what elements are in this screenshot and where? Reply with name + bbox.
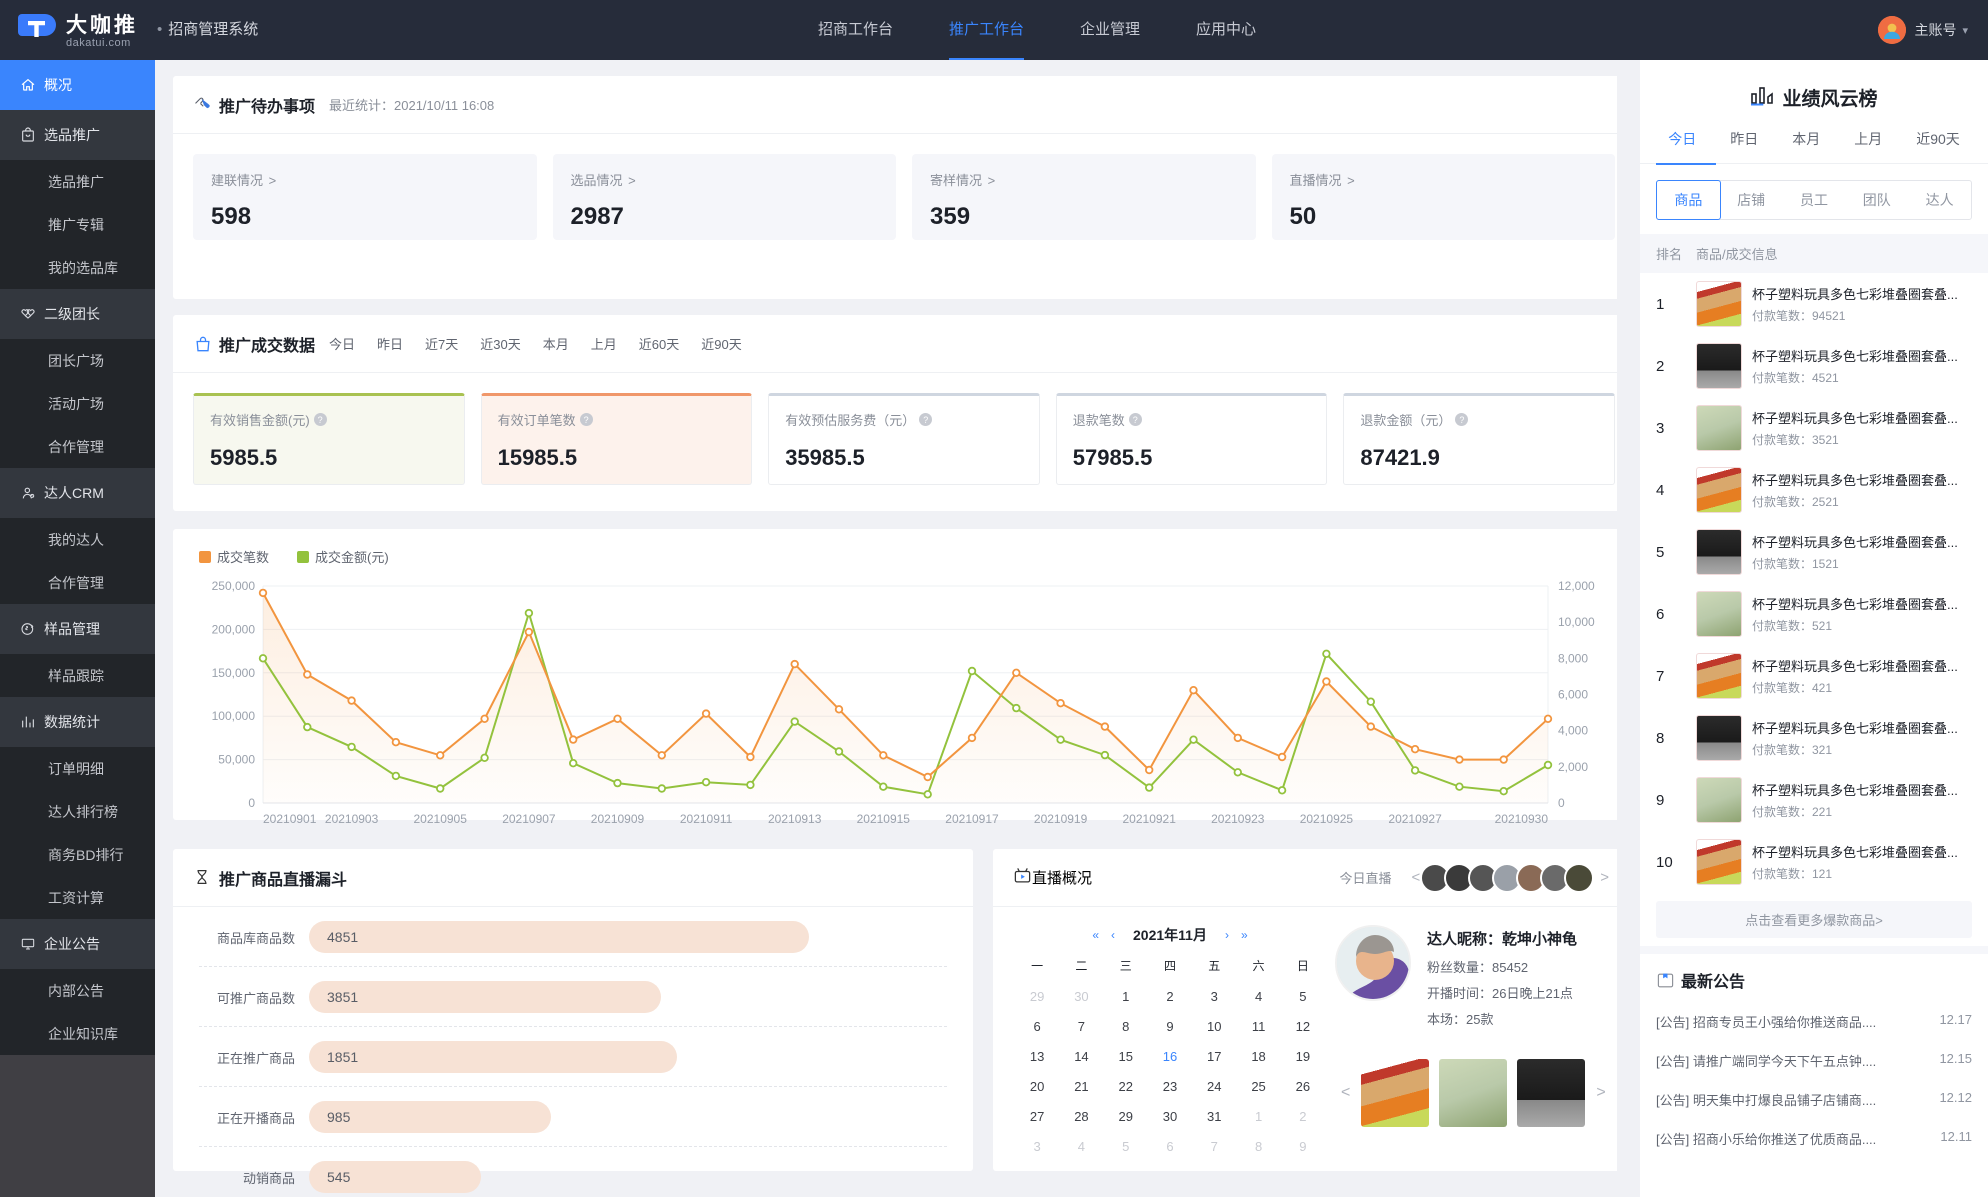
svg-text:100,000: 100,000 [212,709,256,723]
svg-text:200,000: 200,000 [212,622,256,636]
svg-text:6,000: 6,000 [1558,688,1588,702]
svg-text:0: 0 [248,796,255,810]
svg-text:20210917: 20210917 [945,812,999,826]
svg-text:0: 0 [1558,796,1565,810]
svg-text:20210911: 20210911 [680,812,733,826]
svg-text:20210925: 20210925 [1300,812,1354,826]
svg-text:20210915: 20210915 [857,812,911,826]
svg-text:150,000: 150,000 [212,666,256,680]
svg-text:20210907: 20210907 [502,812,556,826]
svg-text:20210930: 20210930 [1495,812,1549,826]
svg-text:10,000: 10,000 [1558,615,1595,629]
svg-text:20210903: 20210903 [325,812,379,826]
svg-text:50,000: 50,000 [218,753,255,767]
svg-text:8,000: 8,000 [1558,651,1588,665]
svg-text:250,000: 250,000 [212,579,256,593]
svg-text:20210921: 20210921 [1123,812,1177,826]
svg-text:20210927: 20210927 [1388,812,1442,826]
svg-text:4,000: 4,000 [1558,724,1588,738]
svg-text:12,000: 12,000 [1558,579,1595,593]
svg-text:20210913: 20210913 [768,812,822,826]
svg-text:20210923: 20210923 [1211,812,1265,826]
svg-text:20210919: 20210919 [1034,812,1088,826]
svg-text:20210909: 20210909 [591,812,645,826]
svg-text:2,000: 2,000 [1558,760,1588,774]
svg-text:20210905: 20210905 [414,812,468,826]
svg-text:20210901: 20210901 [263,812,317,826]
